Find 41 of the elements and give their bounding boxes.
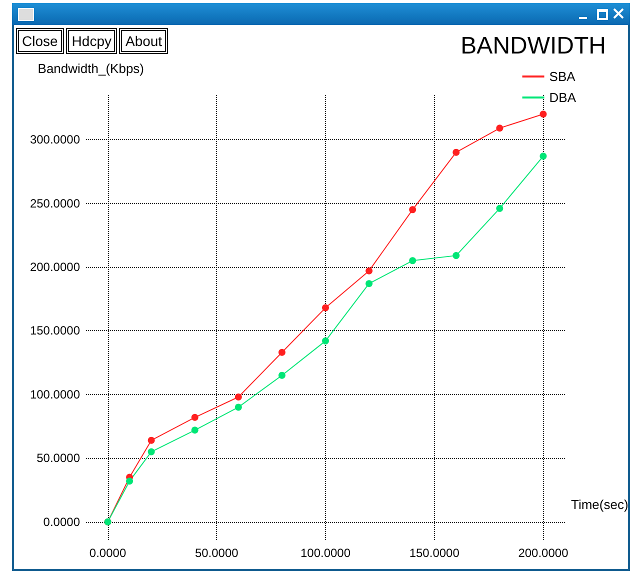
button: Close [18, 30, 62, 52]
x-tick-label: 150.0000 [409, 546, 460, 560]
y-tick-label: 50.0000 [36, 451, 80, 466]
point [191, 426, 198, 434]
point [191, 414, 198, 421]
legend-label: DBA [549, 90, 576, 105]
point [452, 252, 460, 260]
x-axis-title: Time(sec) [571, 496, 628, 512]
legend-label: SBA [549, 69, 576, 84]
point [126, 478, 134, 485]
point [409, 257, 416, 264]
point [366, 280, 373, 288]
point [366, 267, 373, 274]
point [278, 348, 286, 356]
x-tick-label: 100.0000 [300, 546, 351, 560]
point [452, 148, 460, 156]
point [234, 404, 242, 411]
y-tick-label: 200.0000 [30, 260, 80, 274]
y-tick-label: 150.0000 [30, 324, 80, 338]
y-tick-label: 0.0000 [43, 514, 80, 529]
point [148, 436, 155, 444]
point [496, 124, 504, 132]
button: Hdcpy [68, 30, 116, 52]
point [409, 206, 416, 214]
y-tick-label: 300.0000 [30, 132, 80, 147]
x-tick-label: 200.0000 [518, 546, 569, 560]
y-axis-title: Bandwidth_(Kbps) [38, 61, 144, 76]
point [496, 204, 504, 212]
x-tick-label: 0.0000 [89, 546, 126, 560]
button: About [121, 30, 166, 52]
point [540, 152, 547, 160]
x-tick-label: 50.0000 [194, 546, 239, 560]
point [278, 372, 286, 379]
point [322, 337, 329, 344]
chart-title: BANDWIDTH [460, 32, 606, 60]
point [234, 394, 242, 401]
point [540, 110, 547, 118]
point [148, 448, 155, 456]
point [322, 304, 329, 312]
y-tick-label: 250.0000 [30, 196, 80, 210]
y-tick-label: 100.0000 [30, 387, 80, 402]
